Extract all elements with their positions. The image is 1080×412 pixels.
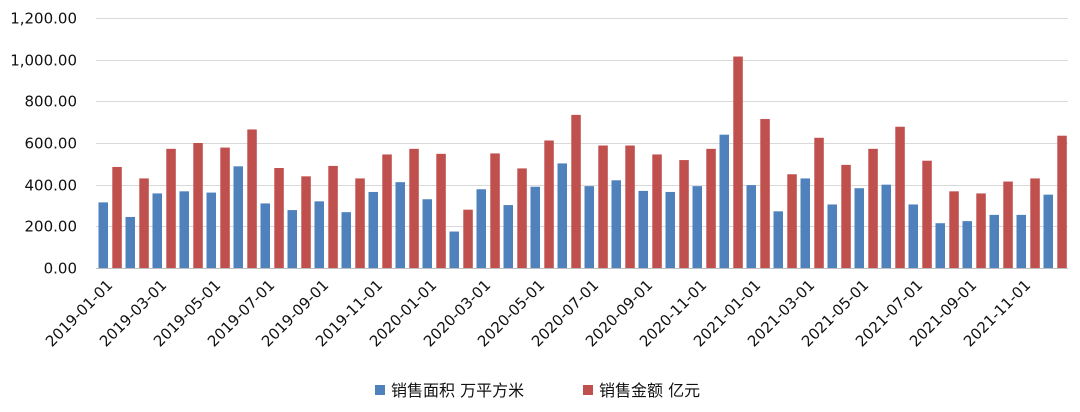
- bar-sales-amount: [841, 164, 851, 269]
- bar-sales-area: [341, 212, 351, 268]
- y-tick-label: 1,200.00: [10, 10, 77, 28]
- gridlines: [96, 18, 1068, 227]
- bar-sales-area: [854, 188, 864, 268]
- bar-sales-area: [773, 211, 783, 268]
- bar-sales-area: [638, 190, 648, 268]
- bar-sales-area: [179, 191, 189, 268]
- bar-sales-area: [395, 182, 405, 268]
- legend-label: 销售面积 万平方米: [391, 381, 524, 400]
- bar-sales-amount: [1030, 178, 1040, 268]
- bar-sales-amount: [1057, 135, 1067, 268]
- bar-sales-area: [935, 223, 945, 268]
- bar-sales-amount: [139, 178, 149, 268]
- legend-label: 销售金额 亿元: [599, 381, 700, 400]
- bar-sales-amount: [760, 119, 770, 268]
- bar-sales-area: [584, 186, 594, 269]
- bar-sales-amount: [220, 147, 230, 268]
- bar-sales-area: [314, 201, 324, 268]
- bar-sales-area: [206, 192, 216, 268]
- bar-sales-area: [800, 178, 810, 268]
- bar-sales-amount: [193, 143, 203, 268]
- bar-sales-amount: [571, 114, 581, 269]
- bar-sales-area: [719, 134, 729, 268]
- bar-sales-amount: [976, 193, 986, 268]
- bar-sales-amount: [112, 166, 122, 268]
- bar-sales-amount: [922, 160, 932, 268]
- bar-sales-area: [557, 163, 567, 268]
- bar-sales-amount: [814, 137, 824, 268]
- bar-sales-amount: [868, 148, 878, 268]
- bar-sales-amount: [490, 153, 500, 268]
- bar-sales-amount: [949, 191, 959, 268]
- bar-sales-amount: [409, 148, 419, 268]
- bar-sales-area: [611, 180, 621, 268]
- legend-swatch: [375, 385, 385, 395]
- bar-sales-amount: [382, 154, 392, 268]
- bar-sales-amount: [679, 160, 689, 268]
- bar-sales-amount: [706, 148, 716, 268]
- bar-sales-area: [827, 204, 837, 268]
- bar-sales-area: [233, 166, 243, 268]
- bar-sales-area: [449, 231, 459, 268]
- bar-sales-area: [962, 221, 972, 269]
- bar-sales-area: [476, 189, 486, 268]
- bars: [98, 56, 1067, 269]
- bar-sales-area: [881, 184, 891, 268]
- bar-sales-area: [503, 205, 513, 268]
- bar-sales-amount: [463, 209, 473, 268]
- bar-sales-amount: [436, 153, 446, 268]
- y-tick-label: 400.00: [25, 177, 78, 195]
- bar-sales-area: [1043, 194, 1053, 268]
- bar-sales-area: [746, 185, 756, 268]
- bar-sales-amount: [652, 154, 662, 268]
- bar-sales-amount: [733, 56, 743, 268]
- bar-sales-amount: [1003, 181, 1013, 268]
- bar-sales-area: [287, 210, 297, 268]
- y-tick-label: 600.00: [25, 135, 78, 153]
- bar-sales-amount: [625, 145, 635, 268]
- bar-sales-area: [98, 202, 108, 269]
- legend: 销售面积 万平方米 销售金额 亿元: [375, 381, 700, 400]
- bar-sales-area: [692, 186, 702, 269]
- bar-sales-area: [1016, 214, 1026, 269]
- y-tick-label: 0.00: [44, 260, 77, 278]
- bar-sales-area: [368, 191, 378, 268]
- bar-sales-area: [530, 186, 540, 268]
- bar-sales-amount: [166, 148, 176, 268]
- y-tick-label: 200.00: [25, 218, 78, 236]
- bar-sales-area: [152, 193, 162, 268]
- bar-sales-area: [665, 191, 675, 268]
- bar-sales-amount: [301, 176, 311, 268]
- bar-sales-amount: [895, 126, 905, 268]
- bar-sales-area: [908, 204, 918, 268]
- bar-sales-amount: [598, 145, 608, 268]
- bar-sales-amount: [544, 140, 554, 268]
- y-tick-label: 1,000.00: [10, 52, 77, 70]
- bar-sales-area: [422, 199, 432, 268]
- legend-swatch: [583, 385, 593, 395]
- bar-sales-amount: [274, 168, 284, 268]
- bar-sales-amount: [355, 178, 365, 268]
- bar-sales-amount: [787, 174, 797, 268]
- bar-sales-area: [125, 216, 135, 268]
- bar-sales-amount: [247, 129, 257, 268]
- bar-sales-area: [989, 214, 999, 269]
- y-tick-label: 800.00: [25, 93, 78, 111]
- bar-sales-amount: [517, 168, 527, 268]
- bar-sales-area: [260, 203, 270, 268]
- bar-sales-amount: [328, 165, 338, 268]
